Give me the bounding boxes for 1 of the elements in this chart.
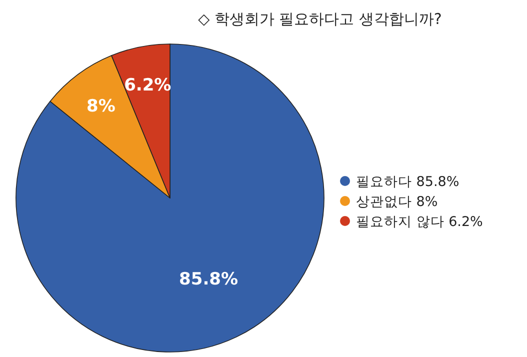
title: ◇ 학생회가 필요하다고 생각합니까? [198, 10, 442, 28]
